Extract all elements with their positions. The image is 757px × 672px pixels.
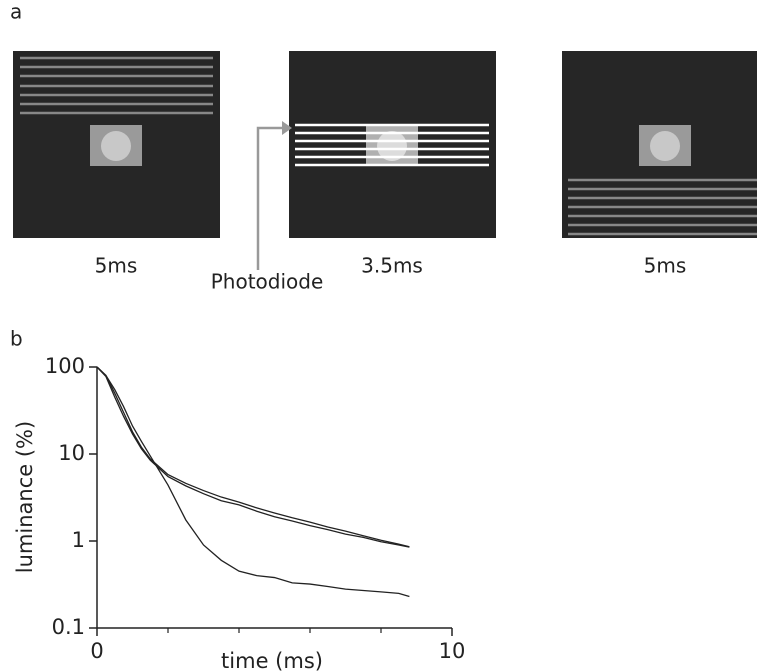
panel-label: b [10, 327, 23, 351]
caption: 5ms [95, 254, 138, 278]
panel-label: a [10, 0, 22, 24]
arrow [256, 126, 282, 270]
arrow-head [282, 121, 292, 135]
y-tick-label: 100 [45, 354, 85, 378]
sensor-label: Photodiode [211, 270, 324, 294]
y-tick-label: 1 [72, 528, 85, 552]
data-line [96, 366, 410, 548]
x-axis-title: time (ms) [221, 649, 323, 672]
frame [289, 51, 496, 238]
caption: 5ms [644, 254, 687, 278]
frame [13, 51, 220, 238]
frame [562, 51, 757, 238]
data-line [96, 366, 410, 548]
caption: 3.5ms [361, 254, 423, 278]
data-line [96, 366, 410, 598]
x-tick-label: 0 [90, 639, 103, 663]
y-tick-label: 10 [58, 441, 85, 465]
y-axis-title: luminance (%) [13, 421, 37, 573]
x-tick-label: 10 [439, 639, 466, 663]
y-tick-label: 0.1 [52, 615, 85, 639]
